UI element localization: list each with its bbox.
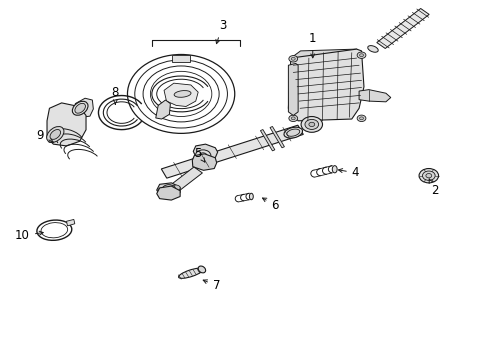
Circle shape	[418, 168, 438, 183]
Text: 4: 4	[338, 166, 359, 179]
Circle shape	[305, 120, 318, 130]
Circle shape	[172, 185, 180, 191]
Polygon shape	[163, 83, 198, 107]
Ellipse shape	[75, 103, 85, 113]
Polygon shape	[290, 49, 361, 63]
Ellipse shape	[178, 268, 203, 278]
Polygon shape	[172, 55, 189, 62]
Ellipse shape	[174, 91, 191, 97]
Circle shape	[308, 122, 314, 127]
Circle shape	[288, 115, 297, 122]
Ellipse shape	[367, 46, 377, 52]
Circle shape	[359, 117, 363, 120]
Ellipse shape	[249, 193, 253, 200]
Polygon shape	[162, 167, 202, 197]
Circle shape	[356, 52, 365, 58]
Circle shape	[195, 150, 210, 161]
Text: 3: 3	[216, 19, 226, 44]
Circle shape	[162, 185, 175, 195]
Circle shape	[422, 171, 434, 180]
Polygon shape	[192, 154, 216, 170]
Polygon shape	[66, 220, 75, 226]
Text: 9: 9	[36, 129, 53, 142]
Circle shape	[359, 54, 363, 57]
Circle shape	[291, 57, 295, 60]
Polygon shape	[288, 63, 298, 116]
Text: 7: 7	[203, 279, 220, 292]
Polygon shape	[288, 49, 363, 121]
Polygon shape	[193, 144, 217, 159]
Text: 5: 5	[194, 147, 204, 162]
Ellipse shape	[286, 129, 299, 136]
Ellipse shape	[41, 222, 67, 238]
Polygon shape	[161, 125, 303, 178]
Polygon shape	[157, 183, 180, 196]
Circle shape	[425, 174, 431, 178]
Ellipse shape	[331, 166, 336, 173]
Text: 1: 1	[308, 32, 316, 58]
Polygon shape	[156, 100, 170, 119]
Circle shape	[165, 187, 172, 192]
Polygon shape	[358, 90, 390, 102]
Circle shape	[199, 153, 206, 158]
Circle shape	[158, 188, 165, 194]
Text: 10: 10	[15, 229, 43, 242]
Polygon shape	[260, 130, 274, 151]
Circle shape	[288, 55, 297, 62]
Text: 6: 6	[262, 198, 278, 212]
Ellipse shape	[37, 220, 72, 240]
Text: 2: 2	[428, 179, 438, 197]
Ellipse shape	[46, 126, 64, 143]
Circle shape	[301, 117, 322, 132]
Polygon shape	[47, 103, 86, 146]
Text: 8: 8	[111, 86, 119, 104]
Ellipse shape	[198, 266, 205, 273]
Polygon shape	[75, 98, 93, 118]
Circle shape	[356, 115, 365, 122]
Circle shape	[291, 117, 295, 120]
Ellipse shape	[50, 130, 61, 139]
Circle shape	[127, 54, 234, 134]
Ellipse shape	[72, 101, 88, 115]
Polygon shape	[157, 186, 180, 200]
Ellipse shape	[284, 127, 302, 138]
Polygon shape	[269, 126, 284, 148]
Polygon shape	[376, 9, 428, 49]
